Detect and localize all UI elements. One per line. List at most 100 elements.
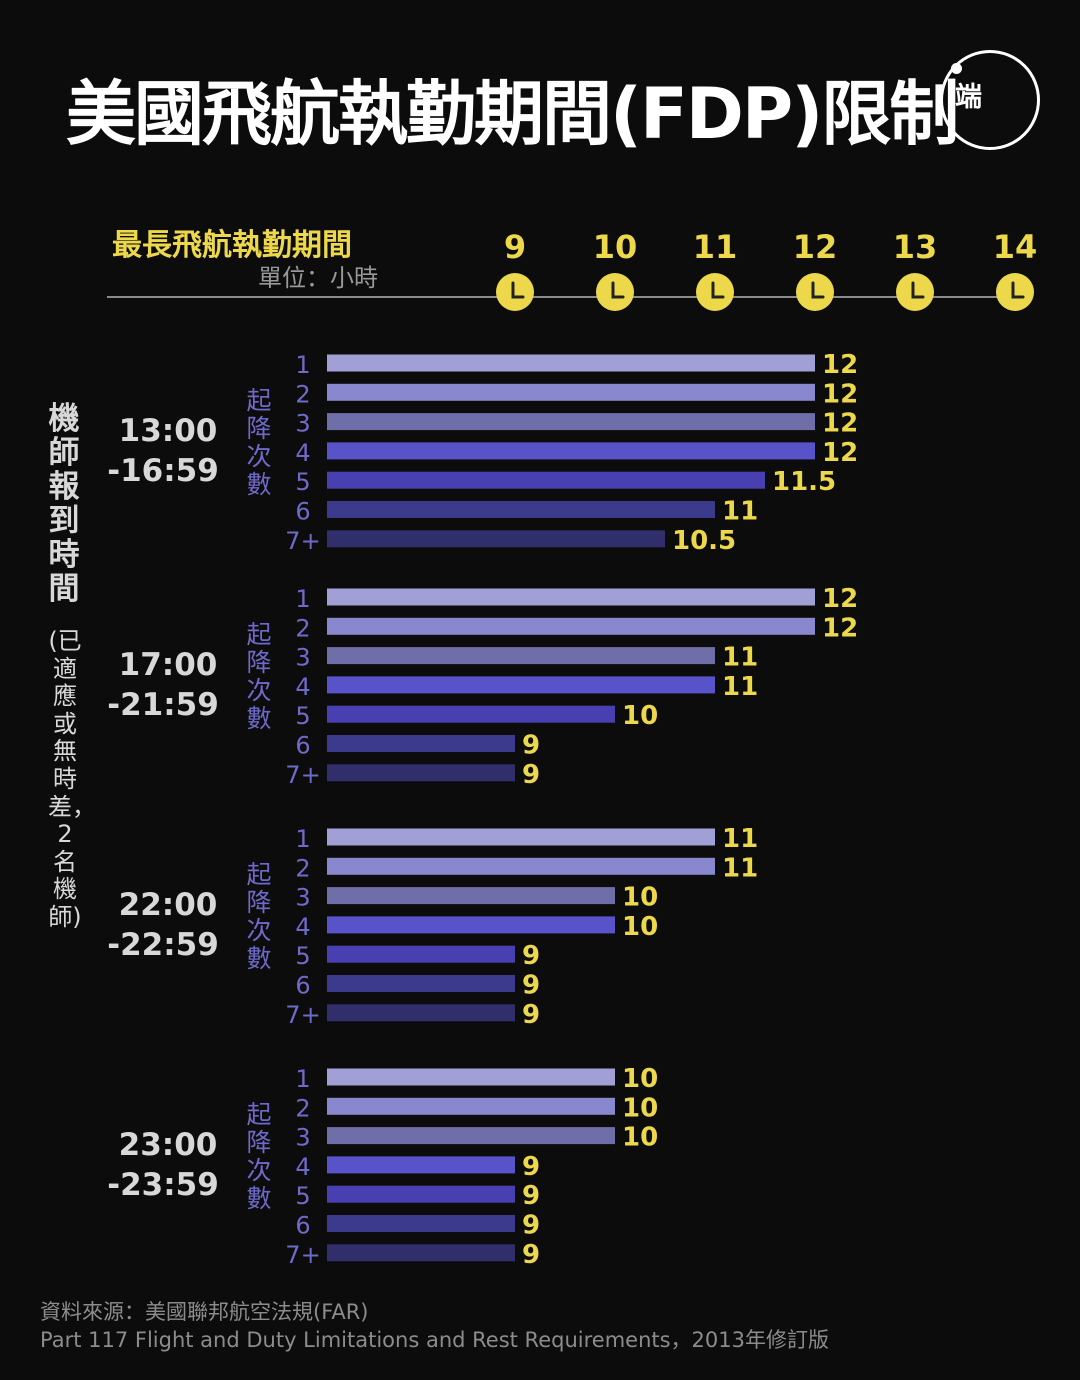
value-label: 11 (722, 824, 758, 854)
logo-text: 端 (955, 82, 983, 113)
category-label: 2 (295, 1094, 310, 1122)
source-line-2: Part 117 Flight and Duty Limitations and… (40, 1328, 829, 1352)
value-label: 9 (522, 941, 540, 971)
category-label: 3 (295, 410, 310, 438)
category-axis-label-char: 次 (246, 1156, 271, 1185)
group-time-start: 22:00 (119, 887, 218, 923)
clock-hands-icon (611, 281, 625, 299)
bar (327, 764, 515, 782)
category-axis-label-char: 次 (246, 442, 271, 471)
group-time-end: -23:59 (107, 1167, 219, 1203)
x-tick-label: 11 (693, 228, 738, 266)
bar (327, 471, 765, 489)
category-label: 3 (295, 644, 310, 672)
x-tick-label: 10 (593, 228, 638, 266)
category-axis-label-char: 起 (246, 1100, 271, 1129)
category-axis-label-char: 降 (246, 648, 271, 677)
x-tick-label: 12 (793, 228, 838, 266)
bar (327, 354, 815, 372)
x-tick-label: 13 (893, 228, 938, 266)
group-time-start: 23:00 (119, 1127, 218, 1163)
bar (327, 916, 615, 934)
clock-icon (996, 273, 1034, 311)
bar (327, 647, 715, 665)
bar (327, 735, 515, 752)
category-axis-label-char: 數 (246, 704, 271, 733)
logo: 端 (940, 50, 1040, 150)
value-label: 11.5 (772, 467, 836, 497)
bar (327, 1004, 515, 1022)
bar (327, 887, 615, 905)
bar (327, 1068, 615, 1086)
bar (327, 676, 715, 694)
category-axis-label-char: 降 (246, 414, 271, 443)
y-axis-title: 機師報到時間 (48, 401, 80, 608)
bar (327, 975, 515, 992)
bar (327, 857, 715, 875)
category-axis-label-char: 起 (246, 860, 271, 889)
x-axis-unit: 單位：小時 (258, 264, 378, 292)
category-label: 1 (295, 351, 310, 379)
clock-icon (896, 273, 934, 311)
category-axis-label-char: 起 (246, 620, 271, 649)
category-axis-label-char: 降 (246, 1128, 271, 1157)
category-label: 6 (295, 1212, 310, 1240)
clock-icon (596, 273, 634, 311)
category-label: 6 (295, 498, 310, 526)
chart-title: 美國飛航執勤期間(FDP)限制 (66, 73, 959, 155)
bar (327, 705, 615, 723)
clock-hands-icon (711, 281, 725, 299)
value-label: 11 (722, 853, 758, 883)
bar (327, 530, 665, 548)
category-label: 6 (295, 732, 310, 760)
category-label: 4 (295, 913, 310, 941)
value-label: 10 (622, 701, 658, 731)
category-label: 2 (295, 614, 310, 642)
bar (327, 1156, 515, 1174)
group-time-start: 13:00 (119, 413, 218, 449)
value-label: 12 (822, 584, 858, 614)
bar (327, 442, 815, 460)
bar (327, 828, 715, 846)
clock-hands-icon (511, 281, 525, 299)
category-label: 3 (295, 1124, 310, 1152)
value-label: 12 (822, 379, 858, 409)
bar (327, 1097, 615, 1115)
x-axis-title: 最長飛航執勤期間 (112, 228, 352, 263)
value-label: 10 (622, 1064, 658, 1094)
category-label: 4 (295, 673, 310, 701)
y-axis-subtitle: (已適應或無時差，2名機師) (48, 627, 96, 931)
x-tick-label: 9 (504, 228, 526, 266)
bar (327, 617, 815, 635)
category-label: 2 (295, 380, 310, 408)
value-label: 12 (822, 438, 858, 468)
group-time-end: -21:59 (107, 687, 219, 723)
bar (327, 1185, 515, 1203)
category-label: 5 (295, 942, 310, 970)
clock-hands-icon (911, 281, 925, 299)
clock-icon (796, 273, 834, 311)
value-label: 9 (522, 731, 540, 761)
bar (327, 1244, 515, 1262)
category-label: 4 (295, 439, 310, 467)
value-label: 10 (622, 883, 658, 913)
category-label: 4 (295, 1153, 310, 1181)
category-label: 2 (295, 854, 310, 882)
bar (327, 501, 715, 518)
source-line-1: 資料來源：美國聯邦航空法規(FAR) (40, 1300, 369, 1324)
category-axis-label-char: 數 (246, 1184, 271, 1213)
clock-icon (496, 273, 534, 311)
value-label: 9 (522, 1152, 540, 1182)
category-label: 1 (295, 825, 310, 853)
value-label: 10 (622, 912, 658, 942)
value-label: 9 (522, 971, 540, 1001)
value-label: 9 (522, 1181, 540, 1211)
category-axis-label-char: 起 (246, 386, 271, 415)
value-label: 9 (522, 1240, 540, 1270)
value-label: 9 (522, 1000, 540, 1030)
bar (327, 1127, 615, 1145)
value-label: 12 (822, 613, 858, 643)
value-label: 10 (622, 1123, 658, 1153)
group-time-end: -16:59 (107, 453, 219, 489)
